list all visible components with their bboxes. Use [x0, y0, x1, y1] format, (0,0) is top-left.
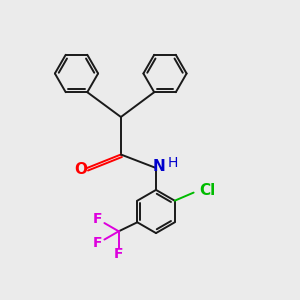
Text: O: O	[74, 162, 87, 177]
Text: Cl: Cl	[200, 183, 216, 198]
Text: H: H	[167, 157, 178, 170]
Text: F: F	[93, 212, 103, 226]
Text: F: F	[93, 236, 103, 250]
Text: F: F	[114, 248, 123, 261]
Text: N: N	[153, 159, 165, 174]
